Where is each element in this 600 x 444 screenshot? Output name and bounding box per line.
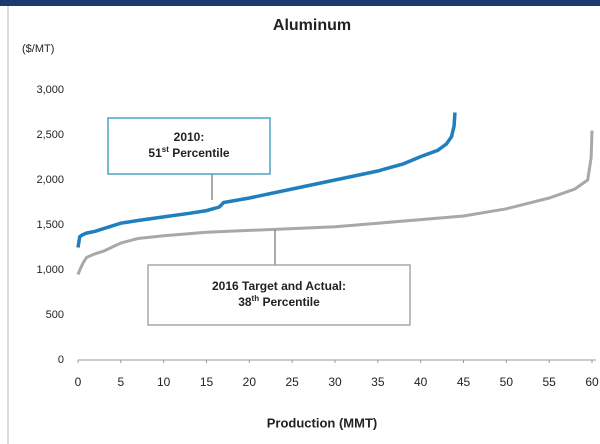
- x-tick-label: 50: [500, 375, 514, 389]
- annotation-part: 2016 Target and Actual:: [212, 279, 346, 293]
- x-tick-label: 15: [200, 375, 214, 389]
- x-tick-label: 0: [75, 375, 82, 389]
- annotation-part: 2010:: [174, 130, 205, 144]
- top-bar: [0, 0, 600, 6]
- series-line: [76, 112, 457, 248]
- y-tick-label: 1,000: [36, 264, 64, 276]
- y-tick-label: 1,500: [36, 219, 64, 231]
- chart-title: Aluminum: [273, 17, 351, 34]
- x-tick-label: 60: [585, 375, 599, 389]
- x-tick-label: 10: [157, 375, 171, 389]
- annotation-text: 51st Percentile: [148, 145, 230, 160]
- series-line: [76, 130, 594, 276]
- x-tick-label: 30: [328, 375, 342, 389]
- x-tick-label: 55: [542, 375, 556, 389]
- y-axis-label: ($/MT): [22, 43, 54, 55]
- x-tick-label: 45: [457, 375, 471, 389]
- y-tick-label: 2,500: [36, 129, 64, 141]
- annotation-box: [147, 264, 411, 326]
- annotation-text: 2016 Target and Actual:: [212, 279, 346, 293]
- x-axis-label: Production (MMT): [267, 415, 377, 430]
- annotation-sup: th: [252, 294, 260, 303]
- annotation-part: 51: [148, 146, 162, 160]
- y-tick-label: 2,000: [36, 174, 64, 186]
- y-tick-label: 3,000: [36, 84, 64, 96]
- annotation-text: 38th Percentile: [238, 294, 320, 309]
- x-tick-label: 20: [243, 375, 257, 389]
- x-tick-label: 5: [117, 375, 124, 389]
- x-tick-label: 40: [414, 375, 428, 389]
- x-tick-label: 35: [371, 375, 385, 389]
- annotation-sup: st: [162, 145, 169, 154]
- annotation-text: 2010:: [174, 130, 205, 144]
- y-tick-label: 0: [58, 354, 64, 366]
- annotation-part: 38: [238, 295, 252, 309]
- annotation-part: Percentile: [169, 146, 230, 160]
- annotation-box: [107, 117, 271, 175]
- x-tick-label: 25: [285, 375, 299, 389]
- annotation-part: Percentile: [259, 295, 320, 309]
- y-tick-label: 500: [46, 309, 64, 321]
